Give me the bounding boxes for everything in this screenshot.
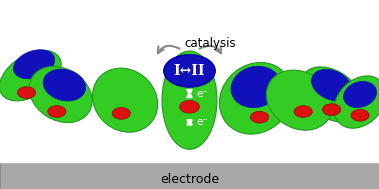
Ellipse shape [294, 106, 312, 117]
Ellipse shape [343, 81, 377, 108]
Ellipse shape [48, 106, 66, 117]
Text: electrode: electrode [160, 173, 219, 186]
Text: I↔II: I↔II [174, 64, 205, 78]
Text: e⁻: e⁻ [196, 117, 208, 127]
Ellipse shape [164, 55, 215, 87]
Ellipse shape [219, 63, 292, 134]
Ellipse shape [180, 101, 199, 113]
Ellipse shape [351, 109, 369, 121]
Ellipse shape [334, 76, 379, 128]
Text: e⁻: e⁻ [196, 89, 208, 98]
Ellipse shape [312, 69, 352, 101]
Ellipse shape [0, 50, 61, 101]
Ellipse shape [17, 87, 36, 98]
Ellipse shape [92, 68, 158, 132]
Ellipse shape [162, 51, 217, 149]
FancyArrowPatch shape [158, 46, 180, 53]
Ellipse shape [112, 108, 130, 119]
Ellipse shape [301, 67, 363, 122]
Ellipse shape [14, 50, 55, 79]
Ellipse shape [251, 111, 269, 123]
Ellipse shape [323, 104, 341, 115]
Ellipse shape [43, 69, 86, 101]
FancyArrowPatch shape [199, 46, 221, 53]
Text: catalysis: catalysis [185, 37, 236, 50]
Ellipse shape [231, 66, 280, 108]
Ellipse shape [29, 67, 92, 122]
Ellipse shape [266, 70, 332, 130]
Bar [0, 163, 379, 189]
